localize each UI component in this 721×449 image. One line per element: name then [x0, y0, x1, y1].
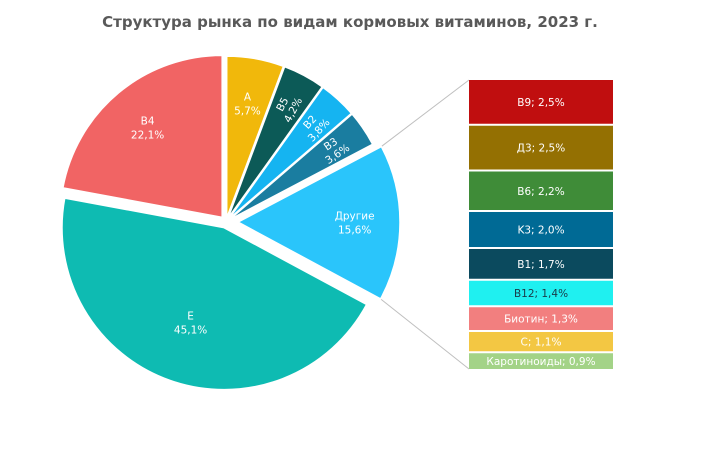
bar-segment-label: B1; 1,7% [517, 259, 564, 271]
pie-label-name: B5 [274, 96, 291, 114]
bar-segment-label: Каротиноиды; 0,9% [486, 356, 595, 368]
bar-segment-3 [469, 171, 613, 210]
pie-label-name: A [244, 91, 252, 103]
pie-label-e: E 45,1% [174, 310, 207, 336]
bar-segment-6 [469, 280, 613, 306]
pie-label-value: 5,7% [234, 105, 261, 117]
chart-title: Структура рынка по видам кормовых витами… [102, 13, 598, 31]
pie: A5,7% B54,2%B23,8%B33,6%Другие15,6%E45,1%… [61, 54, 401, 391]
connector-line-bottom [380, 298, 470, 370]
bar-segment-7 [469, 307, 613, 330]
bar-segment-label: K3; 2,0% [517, 225, 564, 237]
bar-segment-label: Д3; 2,5% [517, 143, 565, 155]
others-bar: B9; 2,5% Д3; 2,5% B6; 2,2% K3; 2,0% B1; 1,7%… [469, 80, 613, 369]
connector-lines [380, 79, 470, 370]
pie-slice-e [61, 197, 368, 391]
bar-segment-1 [469, 80, 613, 124]
pie-label-name: B4 [141, 116, 155, 128]
connector-line-top [381, 79, 470, 147]
pie-slice-a [225, 55, 285, 219]
bar-segment-4 [469, 212, 613, 247]
pie-label-b4: B4 22,1% [131, 116, 164, 142]
pie-slice-b3 [228, 112, 374, 221]
pie-label-name: E [187, 310, 194, 322]
pie-label-value: 15,6% [338, 225, 371, 237]
pie-slice-b5 [227, 65, 324, 219]
bar-segment-9 [469, 353, 613, 369]
pie-slice-b2 [228, 86, 353, 220]
pie-slice-b4 [62, 54, 223, 219]
bar-segment-2 [469, 125, 613, 170]
pie-label-a: A 5,7% [234, 91, 261, 117]
bar-segment-label: B6; 2,2% [517, 186, 564, 198]
pie-label-name: Другие [335, 211, 375, 223]
bar-segment-label: Биотин; 1,3% [504, 314, 578, 326]
pie-label-value: 22,1% [131, 130, 164, 142]
pie-slice-others [236, 145, 401, 300]
bar-segment-label: C; 1,1% [521, 337, 562, 349]
pie-label-value: 45,1% [174, 324, 207, 336]
bar-segment-label: B9; 2,5% [517, 97, 564, 109]
bar-segment-label: B12; 1,4% [514, 288, 568, 300]
pie-label-others: Другие 15,6% [335, 211, 375, 237]
bar-segment-8 [469, 332, 613, 352]
bar-segment-5 [469, 249, 613, 279]
